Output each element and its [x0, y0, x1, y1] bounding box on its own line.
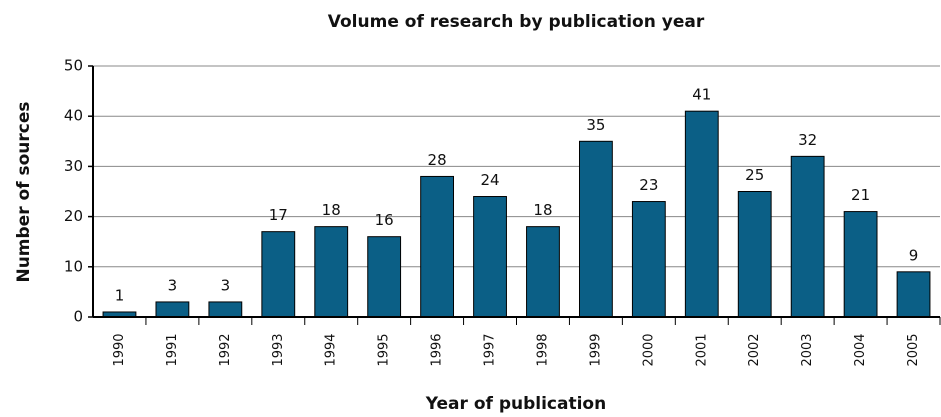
- x-tick-label: 1996: [430, 333, 445, 366]
- data-label: 16: [375, 211, 394, 229]
- bar: [737, 191, 772, 318]
- data-label: 9: [909, 246, 919, 264]
- x-tick-label: 2003: [800, 333, 815, 366]
- data-label: 24: [480, 171, 499, 189]
- data-label: 18: [533, 201, 552, 219]
- x-tick-label: 1999: [588, 333, 603, 366]
- data-label: 23: [639, 176, 658, 194]
- data-label: 18: [322, 201, 341, 219]
- bar: [367, 236, 402, 318]
- data-label: 3: [221, 276, 231, 294]
- y-tick-label: 50: [64, 57, 83, 75]
- y-tick-label: 30: [64, 157, 83, 175]
- y-tick-label: 40: [64, 107, 83, 125]
- x-tick-label: 2002: [747, 333, 762, 366]
- x-tick-label: 1992: [218, 333, 233, 366]
- x-tick-label: 1997: [483, 333, 498, 366]
- bar: [578, 140, 613, 318]
- bar: [684, 110, 719, 318]
- x-tick-label: 1994: [324, 333, 339, 366]
- x-tick-label: 2005: [906, 333, 921, 366]
- x-tick-label: 2000: [641, 333, 656, 366]
- x-axis-label: Year of publication: [425, 394, 606, 414]
- data-label: 32: [798, 131, 817, 149]
- bar: [208, 301, 243, 318]
- x-tick-label: 1998: [535, 333, 550, 366]
- x-tick-label: 1995: [377, 333, 392, 366]
- y-tick-label: 0: [73, 308, 83, 326]
- data-label: 41: [692, 86, 711, 104]
- bar: [314, 226, 349, 318]
- data-label: 28: [428, 151, 447, 169]
- bar: [526, 226, 560, 318]
- data-label: 25: [745, 166, 764, 184]
- data-label: 21: [851, 186, 870, 204]
- x-tick-label: 1990: [112, 333, 127, 366]
- bar: [790, 155, 825, 318]
- data-label: 3: [168, 276, 178, 294]
- data-label: 35: [586, 116, 605, 134]
- y-tick-label: 20: [64, 207, 83, 225]
- x-tick-label: 2004: [853, 333, 868, 366]
- y-axis-label: Number of sources: [14, 101, 34, 282]
- x-tick-label: 1991: [165, 333, 180, 366]
- bar: [155, 301, 190, 318]
- bar: [473, 196, 507, 318]
- bar: [631, 201, 666, 318]
- y-tick-label: 10: [64, 257, 83, 275]
- bar: [261, 231, 296, 318]
- data-label: 17: [269, 206, 288, 224]
- bar: [420, 175, 455, 318]
- data-label: 1: [115, 286, 125, 304]
- chart-title: Volume of research by publication year: [328, 12, 705, 32]
- bar: [843, 211, 878, 318]
- x-tick-label: 2001: [694, 333, 709, 366]
- bar: [896, 271, 931, 318]
- x-tick-label: 1993: [271, 333, 286, 366]
